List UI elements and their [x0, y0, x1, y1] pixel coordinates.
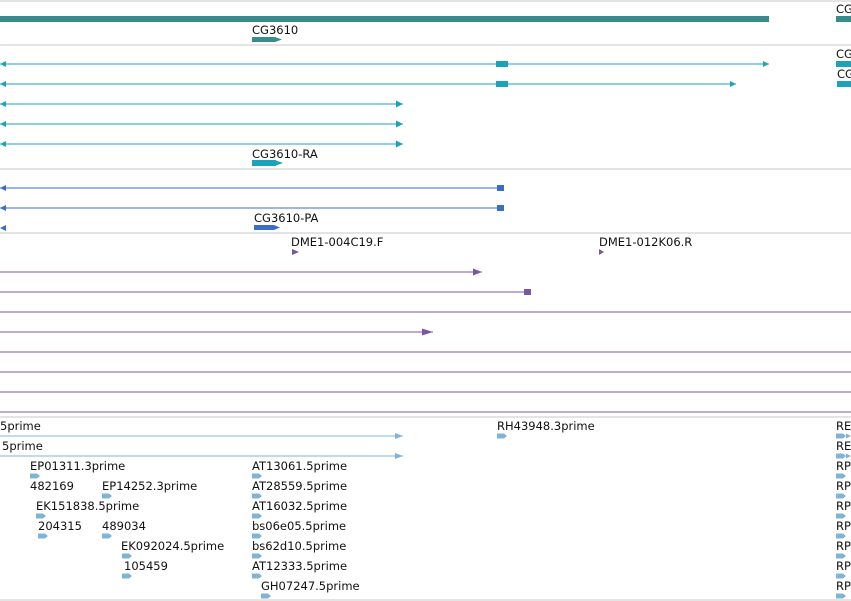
transcript-line-4-start-arrow[interactable]	[0, 121, 6, 127]
est-feature-12[interactable]	[252, 553, 262, 559]
transcript-line-1-start-arrow[interactable]	[0, 61, 6, 67]
est-right-rp-feature-6[interactable]	[836, 573, 846, 579]
est-track-label[interactable]: 105459	[124, 559, 168, 573]
transcript-cg3610-ra-glyph[interactable]	[252, 160, 276, 166]
transcript-track-label[interactable]: CG3610-RA	[252, 147, 318, 161]
est-feature-3[interactable]	[36, 513, 46, 519]
est-right-rp-feature-5[interactable]	[836, 553, 846, 559]
est-track-label[interactable]: AT28559.5prime	[252, 479, 348, 493]
est-track-label[interactable]: AT16032.5prime	[252, 499, 348, 513]
protein-cg3610-pa-glyph[interactable]	[254, 225, 274, 230]
bac-line-4-end-arrow[interactable]	[422, 328, 433, 336]
transcript-line-3-end-arrow[interactable]	[396, 100, 403, 108]
est-track-label[interactable]: 489034	[102, 519, 146, 533]
est-track-label[interactable]: RE	[836, 419, 851, 433]
gene-cg3610-arrow[interactable]	[275, 37, 282, 42]
est-feature-9[interactable]	[252, 493, 262, 499]
est-right-re-feature-2[interactable]	[836, 453, 846, 459]
gene-span-bar[interactable]	[0, 16, 769, 22]
est-right-rp-feature-2[interactable]	[836, 493, 846, 499]
gene-track-label[interactable]: CG3610	[252, 23, 299, 37]
transcript-line-1-exon[interactable]	[496, 61, 508, 67]
bac-line-2-end[interactable]	[524, 289, 531, 295]
est-feature-4[interactable]	[38, 533, 48, 539]
est-right-rp-feature-3[interactable]	[836, 513, 846, 519]
est-track-label[interactable]: GH07247.5prime	[261, 579, 360, 593]
protein-line-1-end[interactable]	[497, 185, 504, 191]
est-track-label[interactable]: RP	[836, 459, 851, 473]
protein-cg3610-pa-arrow[interactable]	[274, 225, 280, 230]
est-feature-5[interactable]	[102, 533, 112, 539]
protein-line-3-start-arrow[interactable]	[0, 225, 6, 231]
est-feature-6[interactable]	[122, 553, 132, 559]
protein-line-1-start-arrow[interactable]	[0, 185, 6, 191]
bac-track-label[interactable]: DME1-012K06.R	[599, 235, 693, 249]
est-right-re-arrow-1[interactable]	[846, 433, 851, 439]
est-track-label[interactable]: EP14252.3prime	[102, 479, 198, 493]
est-track-label[interactable]: RP	[836, 539, 851, 553]
protein-track-label[interactable]: CG3610-PA	[254, 211, 319, 225]
est-feature-11[interactable]	[252, 533, 262, 539]
protein-line-2-end[interactable]	[497, 205, 504, 211]
est-feature-7[interactable]	[122, 573, 132, 579]
est-track-label[interactable]: AT13061.5prime	[252, 459, 348, 473]
transcript-line-2-start-arrow[interactable]	[0, 81, 6, 87]
est-feature-10[interactable]	[252, 513, 262, 519]
est-line-1-end-arrow[interactable]	[395, 433, 403, 439]
transcript-right-2-exon[interactable]	[837, 81, 851, 87]
transcript-line-4-end-arrow[interactable]	[396, 120, 403, 128]
gene-cg3610-glyph[interactable]	[252, 37, 275, 42]
transcript-track-label[interactable]: CG	[836, 47, 851, 61]
est-track-label[interactable]: EK092024.5prime	[121, 539, 225, 553]
est-feature-13[interactable]	[252, 573, 262, 579]
bac-dme1-012k06-r-arrow[interactable]	[599, 249, 604, 255]
est-feature-8[interactable]	[252, 473, 262, 479]
est-right-rp-feature-4[interactable]	[836, 533, 846, 539]
est-feature-1[interactable]	[30, 473, 40, 479]
bac-track-label[interactable]: DME1-004C19.F	[291, 235, 384, 249]
est-rh43948-feature[interactable]	[497, 433, 507, 439]
est-track-label[interactable]: RH43948.3prime	[497, 419, 595, 433]
est-track-label[interactable]: RP	[836, 519, 851, 533]
est-track-label[interactable]: RP	[836, 499, 851, 513]
est-track-label[interactable]: 5prime	[0, 419, 41, 433]
gene-track-label[interactable]: CG	[836, 2, 851, 16]
est-track-label[interactable]: 204315	[38, 519, 82, 533]
transcript-cg3610-ra-arrow[interactable]	[276, 160, 283, 166]
bac-line-1-end-arrow[interactable]	[473, 268, 482, 276]
bac-dme1-004c19-f-arrow[interactable]	[292, 249, 299, 255]
est-track-label[interactable]: 5prime	[2, 439, 43, 453]
est-right-rp-feature-1[interactable]	[836, 473, 846, 479]
est-track-label[interactable]: EP01311.3prime	[30, 459, 126, 473]
est-track-label[interactable]: bs62d10.5prime	[252, 539, 347, 553]
transcript-line-2-end-arrow[interactable]	[730, 81, 736, 87]
est-right-rp-feature-7[interactable]	[836, 593, 846, 599]
est-track-label[interactable]: EK151838.5prime	[36, 499, 140, 513]
protein-line-2-start-arrow[interactable]	[0, 205, 6, 211]
transcript-line-5-start-arrow[interactable]	[0, 141, 6, 147]
transcript-right-1-exon[interactable]	[836, 61, 851, 67]
est-track-label[interactable]: RP	[836, 559, 851, 573]
est-track-label[interactable]: RP	[836, 479, 851, 493]
transcript-track-label[interactable]: CG	[837, 67, 851, 81]
transcript-line-3-start-arrow[interactable]	[0, 101, 6, 107]
est-track-label[interactable]: AT12333.5prime	[252, 559, 348, 573]
est-track-label[interactable]: 482169	[30, 479, 74, 493]
est-track-label[interactable]: RE	[836, 439, 851, 453]
est-line-2-end-arrow[interactable]	[395, 453, 403, 459]
est-track-label[interactable]: RP	[836, 579, 851, 593]
est-right-re-feature-1[interactable]	[836, 433, 846, 439]
est-right-re-arrow-2[interactable]	[846, 453, 851, 459]
transcript-line-5-end-arrow[interactable]	[396, 140, 403, 148]
transcript-line-1-end-arrow[interactable]	[763, 61, 769, 67]
est-feature-14[interactable]	[261, 593, 271, 599]
est-track-label[interactable]: bs06e05.5prime	[252, 519, 347, 533]
gene-span-bar-right[interactable]	[836, 16, 851, 22]
transcript-line-2-exon[interactable]	[496, 81, 508, 87]
est-feature-2[interactable]	[102, 493, 112, 499]
